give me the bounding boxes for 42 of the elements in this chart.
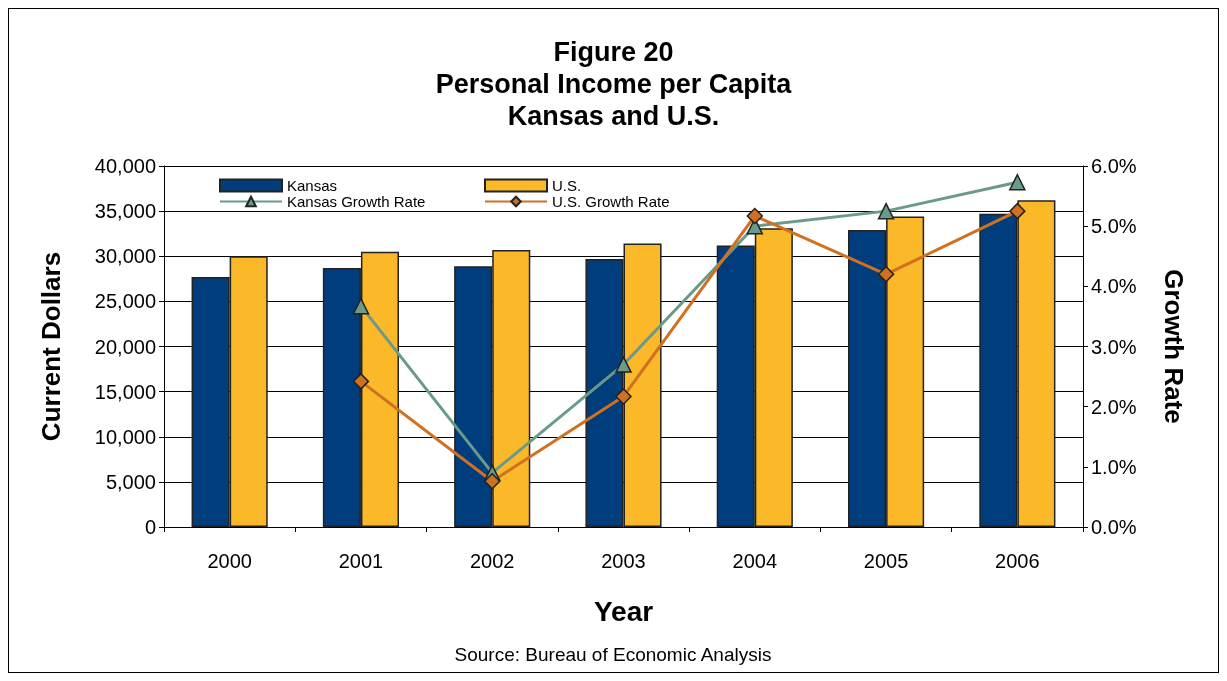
point [615, 388, 632, 405]
point [352, 297, 370, 315]
x-axis-title: Year [593, 595, 654, 627]
y2-tick-label: 5.0% [1091, 215, 1137, 238]
y-tick-label: 10,000 [94, 425, 156, 448]
x-tick-label: 2005 [863, 550, 909, 572]
x-tick-label: 2004 [732, 550, 778, 572]
y2-tick-label: 0.0% [1091, 516, 1137, 538]
y-tick-label: 30,000 [94, 245, 156, 268]
legend-label: U.S. [552, 177, 582, 194]
chart-title: Figure 20 Personal Income per Capita Kansas and U.S. [435, 37, 793, 131]
y-axis-title: Current Dollars [36, 251, 66, 442]
y-tick-label: 0 [144, 516, 156, 538]
point [746, 207, 764, 225]
y-tick-label: 15,000 [94, 380, 156, 403]
y2-tick-label: 2.0% [1091, 395, 1137, 418]
legend-label: Kansas Growth Rate [287, 193, 426, 210]
point [615, 356, 632, 373]
x-tick-label: 2006 [995, 550, 1040, 572]
x-tick-label: 2000 [207, 550, 252, 572]
y-tick-label: 35,000 [94, 200, 156, 223]
legend-label: Kansas [287, 177, 338, 194]
y-tick-label: 20,000 [94, 335, 156, 358]
x-tick-label: 2001 [338, 550, 384, 572]
point [877, 202, 895, 220]
point [1009, 202, 1026, 220]
y-tick-label: 5,000 [105, 470, 156, 493]
x-tick-label: 2003 [601, 550, 646, 572]
legend-label: U.S. Growth Rate [552, 193, 670, 210]
y2-tick-label: 6.0% [1091, 155, 1137, 177]
y2-tick-label: 3.0% [1091, 335, 1137, 358]
source-note: Source: Bureau of Economic Analysis [454, 644, 772, 665]
y2-tick-label: 4.0% [1091, 275, 1137, 298]
y2-tick-label: 1.0% [1091, 455, 1137, 478]
y2-axis-title: Growth Rate [1159, 269, 1189, 424]
point [877, 266, 895, 283]
point [1009, 173, 1026, 191]
y-tick-label: 40,000 [94, 155, 156, 177]
x-tick-label: 2002 [469, 550, 515, 572]
y-tick-label: 25,000 [94, 290, 156, 313]
point [483, 473, 501, 490]
point [352, 373, 370, 390]
